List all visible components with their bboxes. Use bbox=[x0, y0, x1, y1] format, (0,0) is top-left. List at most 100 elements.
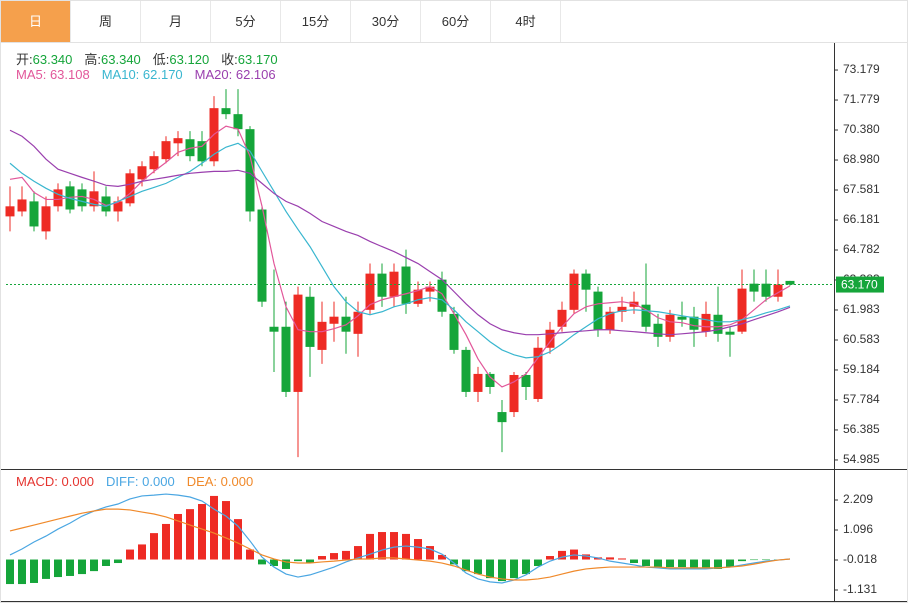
candle-body bbox=[617, 306, 627, 312]
y-tick-label: 57.784 bbox=[843, 392, 880, 406]
y-tick-label: 67.581 bbox=[843, 182, 880, 196]
ohlc-info: 开:63.340 高:63.340 低:63.120 收:63.170 bbox=[16, 49, 290, 68]
candle-body bbox=[317, 321, 327, 350]
candle-body bbox=[137, 166, 147, 180]
candle-body bbox=[773, 284, 783, 297]
candle-body bbox=[77, 189, 87, 207]
candle-body bbox=[473, 373, 483, 392]
info-value: 63.340 bbox=[32, 52, 73, 67]
indicator-line bbox=[9, 129, 791, 336]
period-tab[interactable]: 30分 bbox=[351, 1, 421, 42]
candle-body bbox=[101, 196, 111, 212]
y-tick-label: 59.184 bbox=[843, 362, 880, 376]
macd-bar bbox=[222, 501, 230, 560]
candle-body bbox=[401, 266, 411, 304]
macd-bar bbox=[690, 559, 698, 568]
macd-bar bbox=[258, 559, 266, 565]
macd-bar bbox=[498, 559, 506, 582]
candle-body bbox=[569, 273, 579, 310]
candle-body bbox=[701, 313, 711, 332]
candle-body bbox=[89, 191, 99, 207]
period-tab[interactable]: 日 bbox=[1, 1, 71, 42]
period-tab[interactable]: 15分 bbox=[281, 1, 351, 42]
macd-bar bbox=[762, 559, 770, 561]
candle-body bbox=[293, 294, 303, 392]
candle-body bbox=[329, 316, 339, 324]
info-label: 高: bbox=[84, 52, 102, 67]
candle-body bbox=[437, 279, 447, 312]
candle-body bbox=[233, 114, 243, 130]
candle-body bbox=[425, 286, 435, 292]
candle-body bbox=[221, 108, 231, 115]
candle-body bbox=[581, 273, 591, 290]
macd-bar bbox=[306, 559, 314, 564]
info-label: 收: bbox=[221, 52, 238, 67]
macd-bar bbox=[678, 559, 686, 568]
period-tab[interactable]: 60分 bbox=[421, 1, 491, 42]
ma-legend: MA5: 63.108 MA10: 62.170 MA20: 62.106 bbox=[16, 67, 288, 82]
candle-body bbox=[737, 288, 747, 332]
indicator-line bbox=[9, 493, 791, 584]
candle-body bbox=[653, 323, 663, 337]
candle-body bbox=[785, 280, 795, 285]
macd-bar bbox=[138, 544, 146, 560]
info-value: 63.340 bbox=[101, 52, 141, 67]
y-tick-label: 68.980 bbox=[843, 152, 880, 166]
macd-bar bbox=[102, 559, 110, 566]
macd-bar bbox=[6, 559, 14, 585]
macd-bar bbox=[666, 559, 674, 568]
legend-entry: MACD: 0.000 bbox=[16, 474, 95, 489]
info-label: 开: bbox=[16, 52, 33, 67]
y-tick-label: 66.181 bbox=[843, 212, 880, 226]
y-tick-label: 60.583 bbox=[843, 332, 880, 346]
macd-bar bbox=[558, 550, 566, 560]
macd-bar bbox=[366, 533, 374, 560]
legend-entry: MA10: 62.170 bbox=[101, 67, 183, 82]
candle-body bbox=[245, 129, 255, 212]
candle-body bbox=[377, 273, 387, 297]
macd-bar bbox=[486, 559, 494, 579]
macd-bar bbox=[246, 549, 254, 560]
y-tick-label: 64.782 bbox=[843, 242, 880, 256]
info-label: 低: bbox=[152, 52, 170, 67]
macd-bar bbox=[654, 559, 662, 568]
candle-body bbox=[53, 189, 63, 207]
y-tick-label: 54.985 bbox=[843, 452, 880, 466]
candle-body bbox=[161, 141, 171, 160]
candle-body bbox=[641, 304, 651, 327]
macd-bar bbox=[702, 559, 710, 568]
macd-bar bbox=[78, 559, 86, 575]
candle-body bbox=[521, 374, 531, 387]
macd-bar bbox=[186, 509, 194, 560]
candle-body bbox=[353, 311, 363, 334]
y-tick-label: 56.385 bbox=[843, 422, 880, 436]
macd-bar bbox=[474, 559, 482, 575]
period-tab[interactable]: 月 bbox=[141, 1, 211, 42]
period-tabs: 日周月 5分 15分 30分 60分 4时 bbox=[1, 1, 907, 43]
period-tab[interactable]: 5分 bbox=[211, 1, 281, 42]
indicator-line bbox=[9, 508, 791, 581]
candle-body bbox=[173, 138, 183, 144]
candle-body bbox=[449, 313, 459, 350]
candle-body bbox=[557, 309, 567, 327]
candle-body bbox=[281, 326, 291, 392]
macd-bar bbox=[198, 504, 206, 560]
candle-body bbox=[269, 326, 279, 332]
candle-body bbox=[461, 349, 471, 392]
period-tab[interactable]: 周 bbox=[71, 1, 141, 42]
macd-bar bbox=[618, 558, 626, 560]
macd-bar bbox=[114, 559, 122, 564]
candle-body bbox=[761, 283, 771, 297]
indicator-line bbox=[9, 142, 791, 359]
macd-bar bbox=[330, 553, 338, 560]
macd-bar bbox=[750, 559, 758, 561]
candle-body bbox=[113, 201, 123, 212]
candle-body bbox=[533, 347, 543, 399]
macd-bar bbox=[354, 546, 362, 560]
legend-entry: MA5: 63.108 bbox=[16, 67, 90, 82]
macd-bar bbox=[342, 550, 350, 560]
y-tick-label: -0.018 bbox=[843, 552, 877, 566]
period-tab[interactable]: 4时 bbox=[491, 1, 561, 42]
macd-bar bbox=[438, 554, 446, 560]
